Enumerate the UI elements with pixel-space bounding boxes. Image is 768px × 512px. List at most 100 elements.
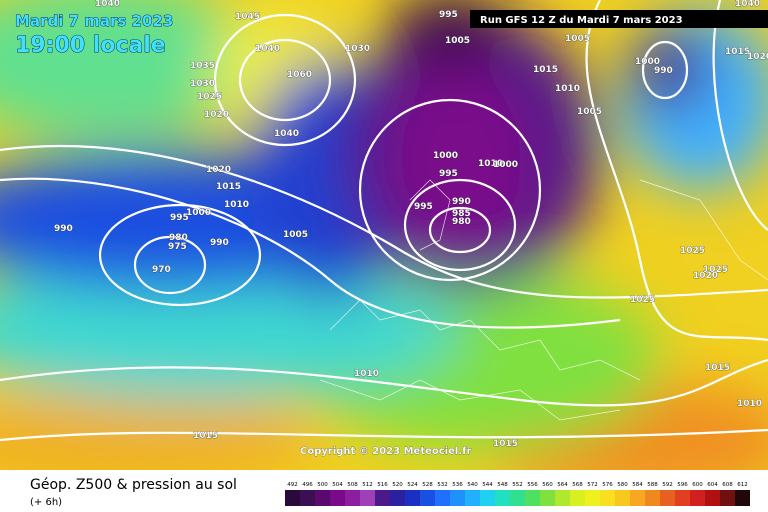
isobar-label: 1045 xyxy=(235,12,260,22)
colorbar-label: 576 xyxy=(602,482,613,488)
isobar-label: 1000 xyxy=(186,208,211,218)
colorbar-swatch xyxy=(345,490,360,506)
isobar-label: 1015 xyxy=(533,65,558,75)
colorbar-swatch xyxy=(735,490,750,506)
isobar-label: 1015 xyxy=(705,363,730,373)
isobar-label: 1010 xyxy=(737,399,762,409)
isobar-label: 980 xyxy=(169,233,188,243)
isobar-label: 1060 xyxy=(287,70,312,80)
isobar-label: 970 xyxy=(152,265,171,275)
footer-subtitle: (+ 6h) xyxy=(30,497,62,508)
colorbar-label: 548 xyxy=(497,482,508,488)
colorbar-label: 492 xyxy=(287,482,298,488)
isobar-label: 1025 xyxy=(680,246,705,256)
isobar-label: 1015 xyxy=(216,182,241,192)
isobar-label: 980 xyxy=(452,217,471,227)
colorbar-label: 520 xyxy=(392,482,403,488)
colorbar-swatch xyxy=(495,490,510,506)
colorbar-label: 536 xyxy=(452,482,463,488)
colorbar-swatch xyxy=(555,490,570,506)
colorbar-label: 560 xyxy=(542,482,553,488)
colorbar-swatch xyxy=(510,490,525,506)
isobar-label: 1005 xyxy=(565,34,590,44)
isobar-label: 1005 xyxy=(445,36,470,46)
colorbar-label: 500 xyxy=(317,482,328,488)
coastlines xyxy=(319,179,768,421)
isobar-label: 995 xyxy=(414,202,433,212)
colorbar-swatch xyxy=(600,490,615,506)
colorbar-label: 564 xyxy=(557,482,568,488)
isobar-label: 975 xyxy=(168,242,187,252)
time: 19:00 locale xyxy=(15,33,166,58)
run-info: Run GFS 12 Z du Mardi 7 mars 2023 xyxy=(480,15,683,26)
isobar-label: 1025 xyxy=(197,92,222,102)
isobar-label: 1020 xyxy=(747,52,768,62)
isobar-label: 990 xyxy=(654,66,673,76)
colorbar-label: 584 xyxy=(632,482,643,488)
footer-title: Géop. Z500 & pression au sol xyxy=(30,477,237,493)
colorbar-label: 608 xyxy=(722,482,733,488)
colorbar-label: 612 xyxy=(737,482,748,488)
isobar-label: 1030 xyxy=(345,44,370,54)
isobar-label: 1020 xyxy=(204,110,229,120)
isobar-label: 1015 xyxy=(725,47,750,57)
isobar-label: 1040 xyxy=(735,0,760,9)
colorbar-swatch xyxy=(375,490,390,506)
colorbar-swatch xyxy=(390,490,405,506)
isobar-label: 1010 xyxy=(224,200,249,210)
isobar-label: 1030 xyxy=(190,79,215,89)
colorbar-label: 508 xyxy=(347,482,358,488)
colorbar-label: 496 xyxy=(302,482,313,488)
colorbar-label: 544 xyxy=(482,482,493,488)
colorbar-label: 580 xyxy=(617,482,628,488)
copyright: Copyright © 2023 Meteociel.fr xyxy=(300,446,471,457)
colorbar-label: 524 xyxy=(407,482,418,488)
isobar-label: 1020 xyxy=(693,271,718,281)
colorbar-swatch xyxy=(690,490,705,506)
isobar-label: 990 xyxy=(452,197,471,207)
colorbar-swatch xyxy=(630,490,645,506)
colorbar-swatch xyxy=(330,490,345,506)
colorbar-label: 540 xyxy=(467,482,478,488)
colorbar-swatch xyxy=(465,490,480,506)
isobar-label: 1000 xyxy=(433,151,458,161)
isobar-label: 1010 xyxy=(555,84,580,94)
colorbar-label: 504 xyxy=(332,482,343,488)
colorbar-swatch xyxy=(570,490,585,506)
colorbar-label: 556 xyxy=(527,482,538,488)
colorbar-swatch xyxy=(450,490,465,506)
colorbar-swatch xyxy=(300,490,315,506)
run-box xyxy=(470,10,768,28)
colorbar-label: 592 xyxy=(662,482,673,488)
colorbar-swatch xyxy=(360,490,375,506)
colorbar-swatch xyxy=(675,490,690,506)
isobar-label: 1025 xyxy=(630,295,655,305)
colorbar-swatch xyxy=(660,490,675,506)
colorbar-swatch xyxy=(705,490,720,506)
colorbar-label: 596 xyxy=(677,482,688,488)
isobar-label: 995 xyxy=(439,169,458,179)
colorbar-label: 588 xyxy=(647,482,658,488)
isobar-label: 1010 xyxy=(354,369,379,379)
colorbar-label: 604 xyxy=(707,482,718,488)
isobar-label: 990 xyxy=(54,224,73,234)
colorbar-swatch xyxy=(585,490,600,506)
colorbar-swatch xyxy=(540,490,555,506)
isobar-label: 985 xyxy=(452,209,471,219)
colorbar-swatch xyxy=(315,490,330,506)
colorbar-swatch xyxy=(405,490,420,506)
colorbar-label: 600 xyxy=(692,482,703,488)
colorbar-label: 516 xyxy=(377,482,388,488)
isobar-label: 995 xyxy=(170,213,189,223)
colorbar-swatch xyxy=(435,490,450,506)
isobar-label: 995 xyxy=(439,10,458,20)
colorbar-swatch xyxy=(525,490,540,506)
colorbar-swatch xyxy=(615,490,630,506)
colorbar-label: 528 xyxy=(422,482,433,488)
isobar-label: 1005 xyxy=(577,107,602,117)
colorbar-label: 552 xyxy=(512,482,523,488)
isobar-label: 1005 xyxy=(283,230,308,240)
isobars xyxy=(0,0,768,442)
